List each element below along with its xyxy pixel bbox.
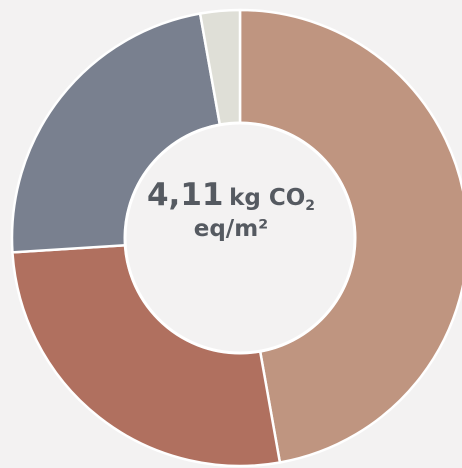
center-label: 4,11 kg CO2 eq/m² xyxy=(131,177,331,242)
center-unit-line2: eq/m² xyxy=(193,215,269,242)
center-unit-subscript: 2 xyxy=(305,198,316,214)
center-value: 4,11 xyxy=(146,177,224,213)
center-unit: kg CO xyxy=(229,185,306,211)
slices xyxy=(10,8,462,468)
donut-hole xyxy=(123,121,357,355)
